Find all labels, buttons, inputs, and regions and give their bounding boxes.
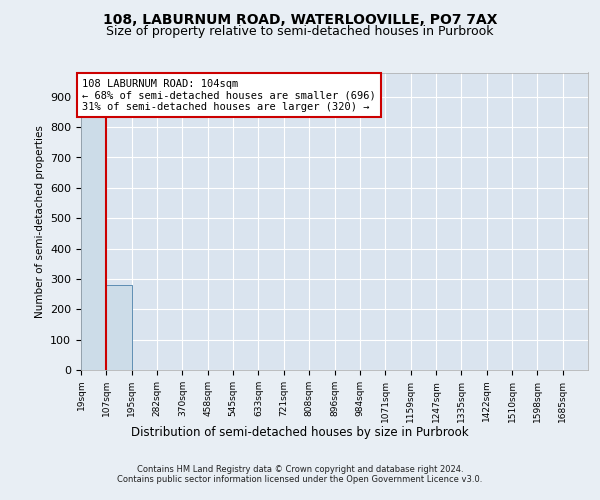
Text: Contains public sector information licensed under the Open Government Licence v3: Contains public sector information licen…	[118, 476, 482, 484]
Text: Contains HM Land Registry data © Crown copyright and database right 2024.: Contains HM Land Registry data © Crown c…	[137, 464, 463, 473]
Text: Size of property relative to semi-detached houses in Purbrook: Size of property relative to semi-detach…	[106, 25, 494, 38]
Bar	[81, 88, 106, 370]
Y-axis label: Number of semi-detached properties: Number of semi-detached properties	[35, 125, 44, 318]
Text: 108, LABURNUM ROAD, WATERLOOVILLE, PO7 7AX: 108, LABURNUM ROAD, WATERLOOVILLE, PO7 7…	[103, 12, 497, 26]
Text: Distribution of semi-detached houses by size in Purbrook: Distribution of semi-detached houses by …	[131, 426, 469, 439]
Bar	[106, 285, 132, 370]
Text: 108 LABURNUM ROAD: 104sqm
← 68% of semi-detached houses are smaller (696)
31% of: 108 LABURNUM ROAD: 104sqm ← 68% of semi-…	[82, 78, 376, 112]
